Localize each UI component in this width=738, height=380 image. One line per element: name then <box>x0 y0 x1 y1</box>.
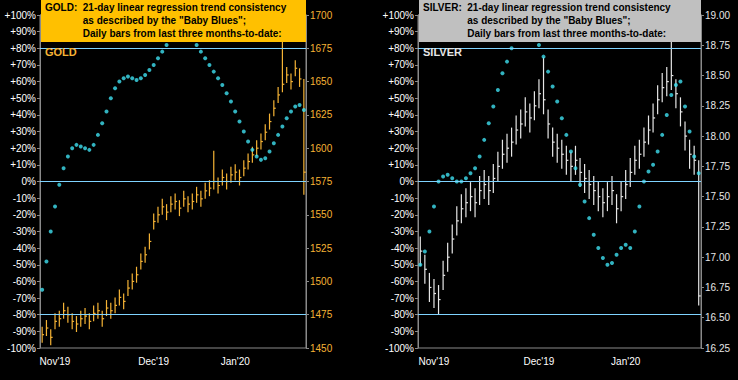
svg-text:-20%: -20% <box>391 209 414 220</box>
svg-text:-100%: -100% <box>385 343 414 354</box>
svg-text:0%: 0% <box>400 176 415 187</box>
svg-text:+100%: +100% <box>383 10 415 21</box>
svg-text:1650: 1650 <box>310 76 333 87</box>
svg-text:+80%: +80% <box>388 43 414 54</box>
svg-text:16.50: 16.50 <box>705 312 730 323</box>
svg-text:-50%: -50% <box>13 259 36 270</box>
svg-text:17.50: 17.50 <box>705 191 730 202</box>
svg-text:-30%: -30% <box>13 226 36 237</box>
svg-text:Dec'19: Dec'19 <box>524 356 555 367</box>
svg-text:+30%: +30% <box>388 126 414 137</box>
svg-text:+90%: +90% <box>388 26 414 37</box>
svg-text:+60%: +60% <box>388 76 414 87</box>
svg-text:-10%: -10% <box>391 193 414 204</box>
svg-text:0%: 0% <box>22 176 37 187</box>
svg-text:-60%: -60% <box>13 276 36 287</box>
svg-text:+60%: +60% <box>10 76 36 87</box>
svg-text:+50%: +50% <box>388 93 414 104</box>
svg-text:-100%: -100% <box>7 343 36 354</box>
svg-text:+10%: +10% <box>388 159 414 170</box>
svg-text:as described by the "Baby Blue: as described by the "Baby Blues"; <box>83 15 246 26</box>
svg-text:Nov'19: Nov'19 <box>419 356 450 367</box>
svg-text:1700: 1700 <box>310 10 333 21</box>
svg-text:16.25: 16.25 <box>705 343 730 354</box>
svg-text:1550: 1550 <box>310 209 333 220</box>
svg-text:+90%: +90% <box>10 26 36 37</box>
svg-text:-20%: -20% <box>13 209 36 220</box>
svg-text:-70%: -70% <box>13 293 36 304</box>
svg-text:-40%: -40% <box>391 243 414 254</box>
svg-text:17.00: 17.00 <box>705 252 730 263</box>
svg-text:+70%: +70% <box>10 59 36 70</box>
svg-text:17.25: 17.25 <box>705 221 730 232</box>
svg-text:+40%: +40% <box>388 109 414 120</box>
svg-text:-10%: -10% <box>13 193 36 204</box>
svg-text:18.25: 18.25 <box>705 100 730 111</box>
svg-text:1575: 1575 <box>310 176 333 187</box>
svg-text:-70%: -70% <box>391 293 414 304</box>
svg-text:1500: 1500 <box>310 276 333 287</box>
svg-text:GOLD: 21-day linear regressio: GOLD: 21-day linear regression trend con… <box>45 2 287 13</box>
svg-text:-30%: -30% <box>391 226 414 237</box>
svg-text:Jan'20: Jan'20 <box>611 356 641 367</box>
svg-text:Daily bars from last three mon: Daily bars from last three months-to-dat… <box>467 28 666 39</box>
svg-text:16.75: 16.75 <box>705 282 730 293</box>
svg-text:+30%: +30% <box>10 126 36 137</box>
svg-text:-40%: -40% <box>13 243 36 254</box>
svg-text:-80%: -80% <box>391 309 414 320</box>
svg-text:18.75: 18.75 <box>705 40 730 51</box>
svg-text:+40%: +40% <box>10 109 36 120</box>
svg-text:1625: 1625 <box>310 109 333 120</box>
svg-text:-60%: -60% <box>391 276 414 287</box>
svg-text:+100%: +100% <box>5 10 37 21</box>
svg-text:+20%: +20% <box>388 143 414 154</box>
svg-text:-90%: -90% <box>13 326 36 337</box>
svg-text:1600: 1600 <box>310 143 333 154</box>
svg-text:+70%: +70% <box>388 59 414 70</box>
svg-text:Daily bars from last three mon: Daily bars from last three months-to-dat… <box>83 28 282 39</box>
svg-text:18.50: 18.50 <box>705 70 730 81</box>
svg-text:+80%: +80% <box>10 43 36 54</box>
svg-text:-50%: -50% <box>391 259 414 270</box>
svg-text:1475: 1475 <box>310 309 333 320</box>
svg-text:SILVER: 21-day linear regress: SILVER: 21-day linear regression trend c… <box>423 2 671 13</box>
svg-text:+20%: +20% <box>10 143 36 154</box>
svg-text:GOLD: GOLD <box>45 46 77 58</box>
svg-text:19.00: 19.00 <box>705 10 730 21</box>
svg-text:Jan'20: Jan'20 <box>221 356 251 367</box>
svg-text:18.00: 18.00 <box>705 131 730 142</box>
svg-text:+50%: +50% <box>10 93 36 104</box>
svg-text:1675: 1675 <box>310 43 333 54</box>
svg-text:+10%: +10% <box>10 159 36 170</box>
svg-text:1525: 1525 <box>310 243 333 254</box>
svg-text:17.75: 17.75 <box>705 161 730 172</box>
svg-text:Dec'19: Dec'19 <box>138 356 169 367</box>
svg-text:as described by the "Baby Blue: as described by the "Baby Blues"; <box>467 15 630 26</box>
svg-text:-90%: -90% <box>391 326 414 337</box>
svg-text:1450: 1450 <box>310 343 333 354</box>
svg-text:SILVER: SILVER <box>423 46 462 58</box>
svg-text:-80%: -80% <box>13 309 36 320</box>
svg-text:Nov'19: Nov'19 <box>40 356 71 367</box>
